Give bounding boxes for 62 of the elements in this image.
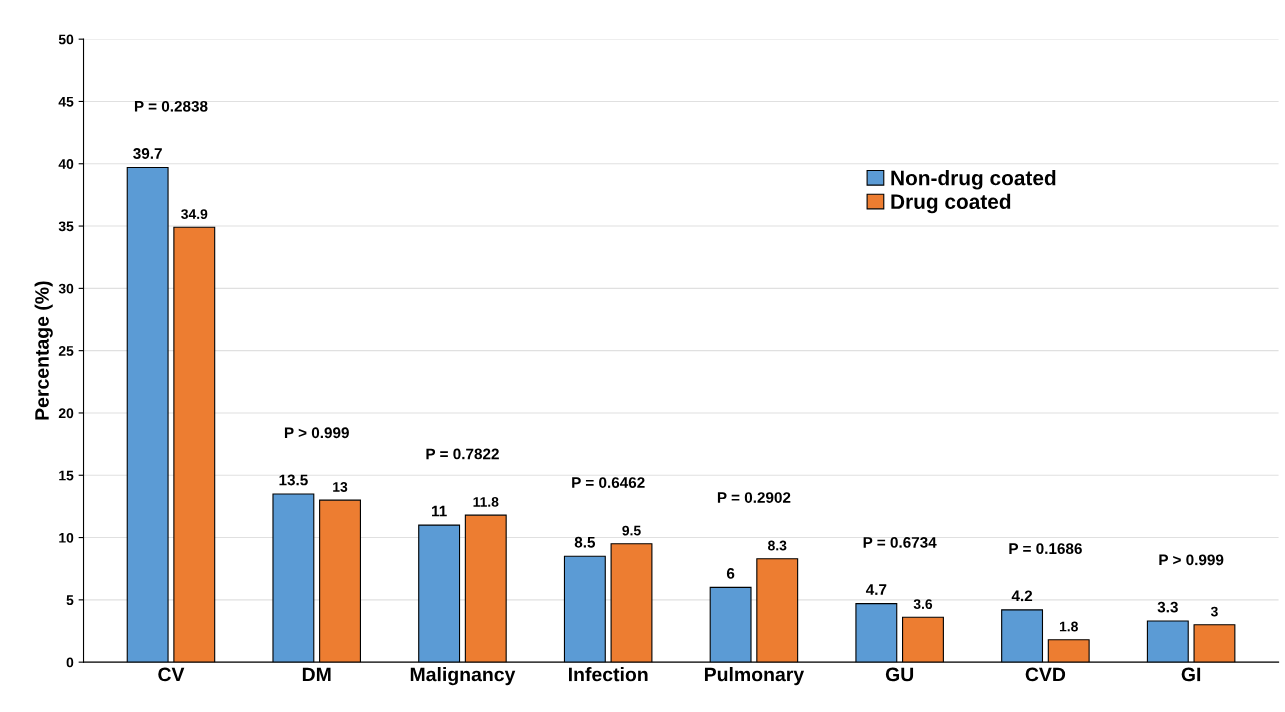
bar bbox=[1047, 639, 1090, 663]
x-tick-label: Infection bbox=[568, 667, 648, 682]
y-tick-label: 45 bbox=[58, 96, 74, 107]
y-tick-label: 15 bbox=[59, 470, 74, 481]
annotation: P > 0.999 bbox=[284, 427, 349, 439]
data-label: 1.8 bbox=[1059, 621, 1078, 632]
x-tick-label: GI bbox=[1181, 667, 1201, 682]
annotation: P = 0.2902 bbox=[717, 492, 791, 503]
annotation: P = 0.7822 bbox=[426, 448, 499, 460]
data-label: 8.3 bbox=[768, 540, 787, 551]
y-tick-label: 25 bbox=[58, 345, 74, 356]
y-tick-label: 30 bbox=[58, 283, 74, 294]
bar bbox=[1001, 609, 1044, 663]
data-label: 3.3 bbox=[1157, 601, 1178, 613]
data-label: 39.7 bbox=[133, 148, 162, 159]
bar bbox=[855, 603, 898, 663]
x-tick-label: CV bbox=[158, 667, 185, 682]
y-tick-label: 20 bbox=[58, 408, 74, 419]
bar bbox=[272, 493, 315, 663]
bar bbox=[173, 226, 216, 663]
data-label: 3 bbox=[1210, 606, 1218, 617]
annotation: P = 0.6462 bbox=[572, 477, 645, 488]
data-label: 9.5 bbox=[622, 525, 641, 536]
legend-label: Drug coated bbox=[891, 193, 1011, 214]
data-label: 11 bbox=[432, 505, 447, 517]
bar bbox=[709, 586, 752, 663]
legend-label: Non-drug coated bbox=[891, 170, 1056, 190]
x-tick-label: DM bbox=[302, 667, 331, 682]
annotation: P > 0.999 bbox=[1159, 554, 1224, 566]
x-tick-label: Pulmonary bbox=[704, 667, 805, 686]
data-label: 13.5 bbox=[279, 474, 308, 486]
y-tick-label: 50 bbox=[58, 34, 74, 45]
bar bbox=[319, 499, 361, 663]
bar bbox=[1146, 620, 1189, 663]
y-axis-title: Percentage (%) bbox=[34, 281, 53, 420]
y-tick-label: 0 bbox=[66, 657, 74, 668]
data-label: 13 bbox=[333, 482, 348, 492]
x-tick-label: CVD bbox=[1025, 667, 1066, 682]
annotation: P = 0.6734 bbox=[863, 536, 937, 548]
data-label: 8.5 bbox=[574, 536, 596, 548]
bar bbox=[610, 543, 653, 663]
data-label: 4.7 bbox=[865, 584, 887, 595]
bar bbox=[563, 555, 606, 663]
annotation: P = 0.1686 bbox=[1009, 543, 1082, 555]
data-label: 11.8 bbox=[473, 497, 499, 507]
y-tick-label: 40 bbox=[58, 159, 74, 169]
bar bbox=[464, 514, 507, 663]
y-tick-label: 5 bbox=[66, 595, 74, 606]
bar bbox=[418, 524, 461, 663]
bar bbox=[126, 166, 169, 663]
bar bbox=[1193, 624, 1236, 663]
y-tick-label: 10 bbox=[59, 532, 74, 543]
data-label: 4.2 bbox=[1011, 590, 1033, 602]
bar bbox=[756, 558, 799, 663]
y-tick-label: 35 bbox=[58, 221, 74, 232]
data-label: 3.6 bbox=[913, 599, 933, 610]
annotation: P = 0.2838 bbox=[134, 100, 208, 112]
x-tick-label: Malignancy bbox=[410, 667, 516, 686]
x-tick-label: GU bbox=[885, 667, 914, 682]
bar bbox=[902, 616, 944, 663]
data-label: 34.9 bbox=[181, 209, 208, 220]
data-label: 6 bbox=[726, 568, 735, 579]
